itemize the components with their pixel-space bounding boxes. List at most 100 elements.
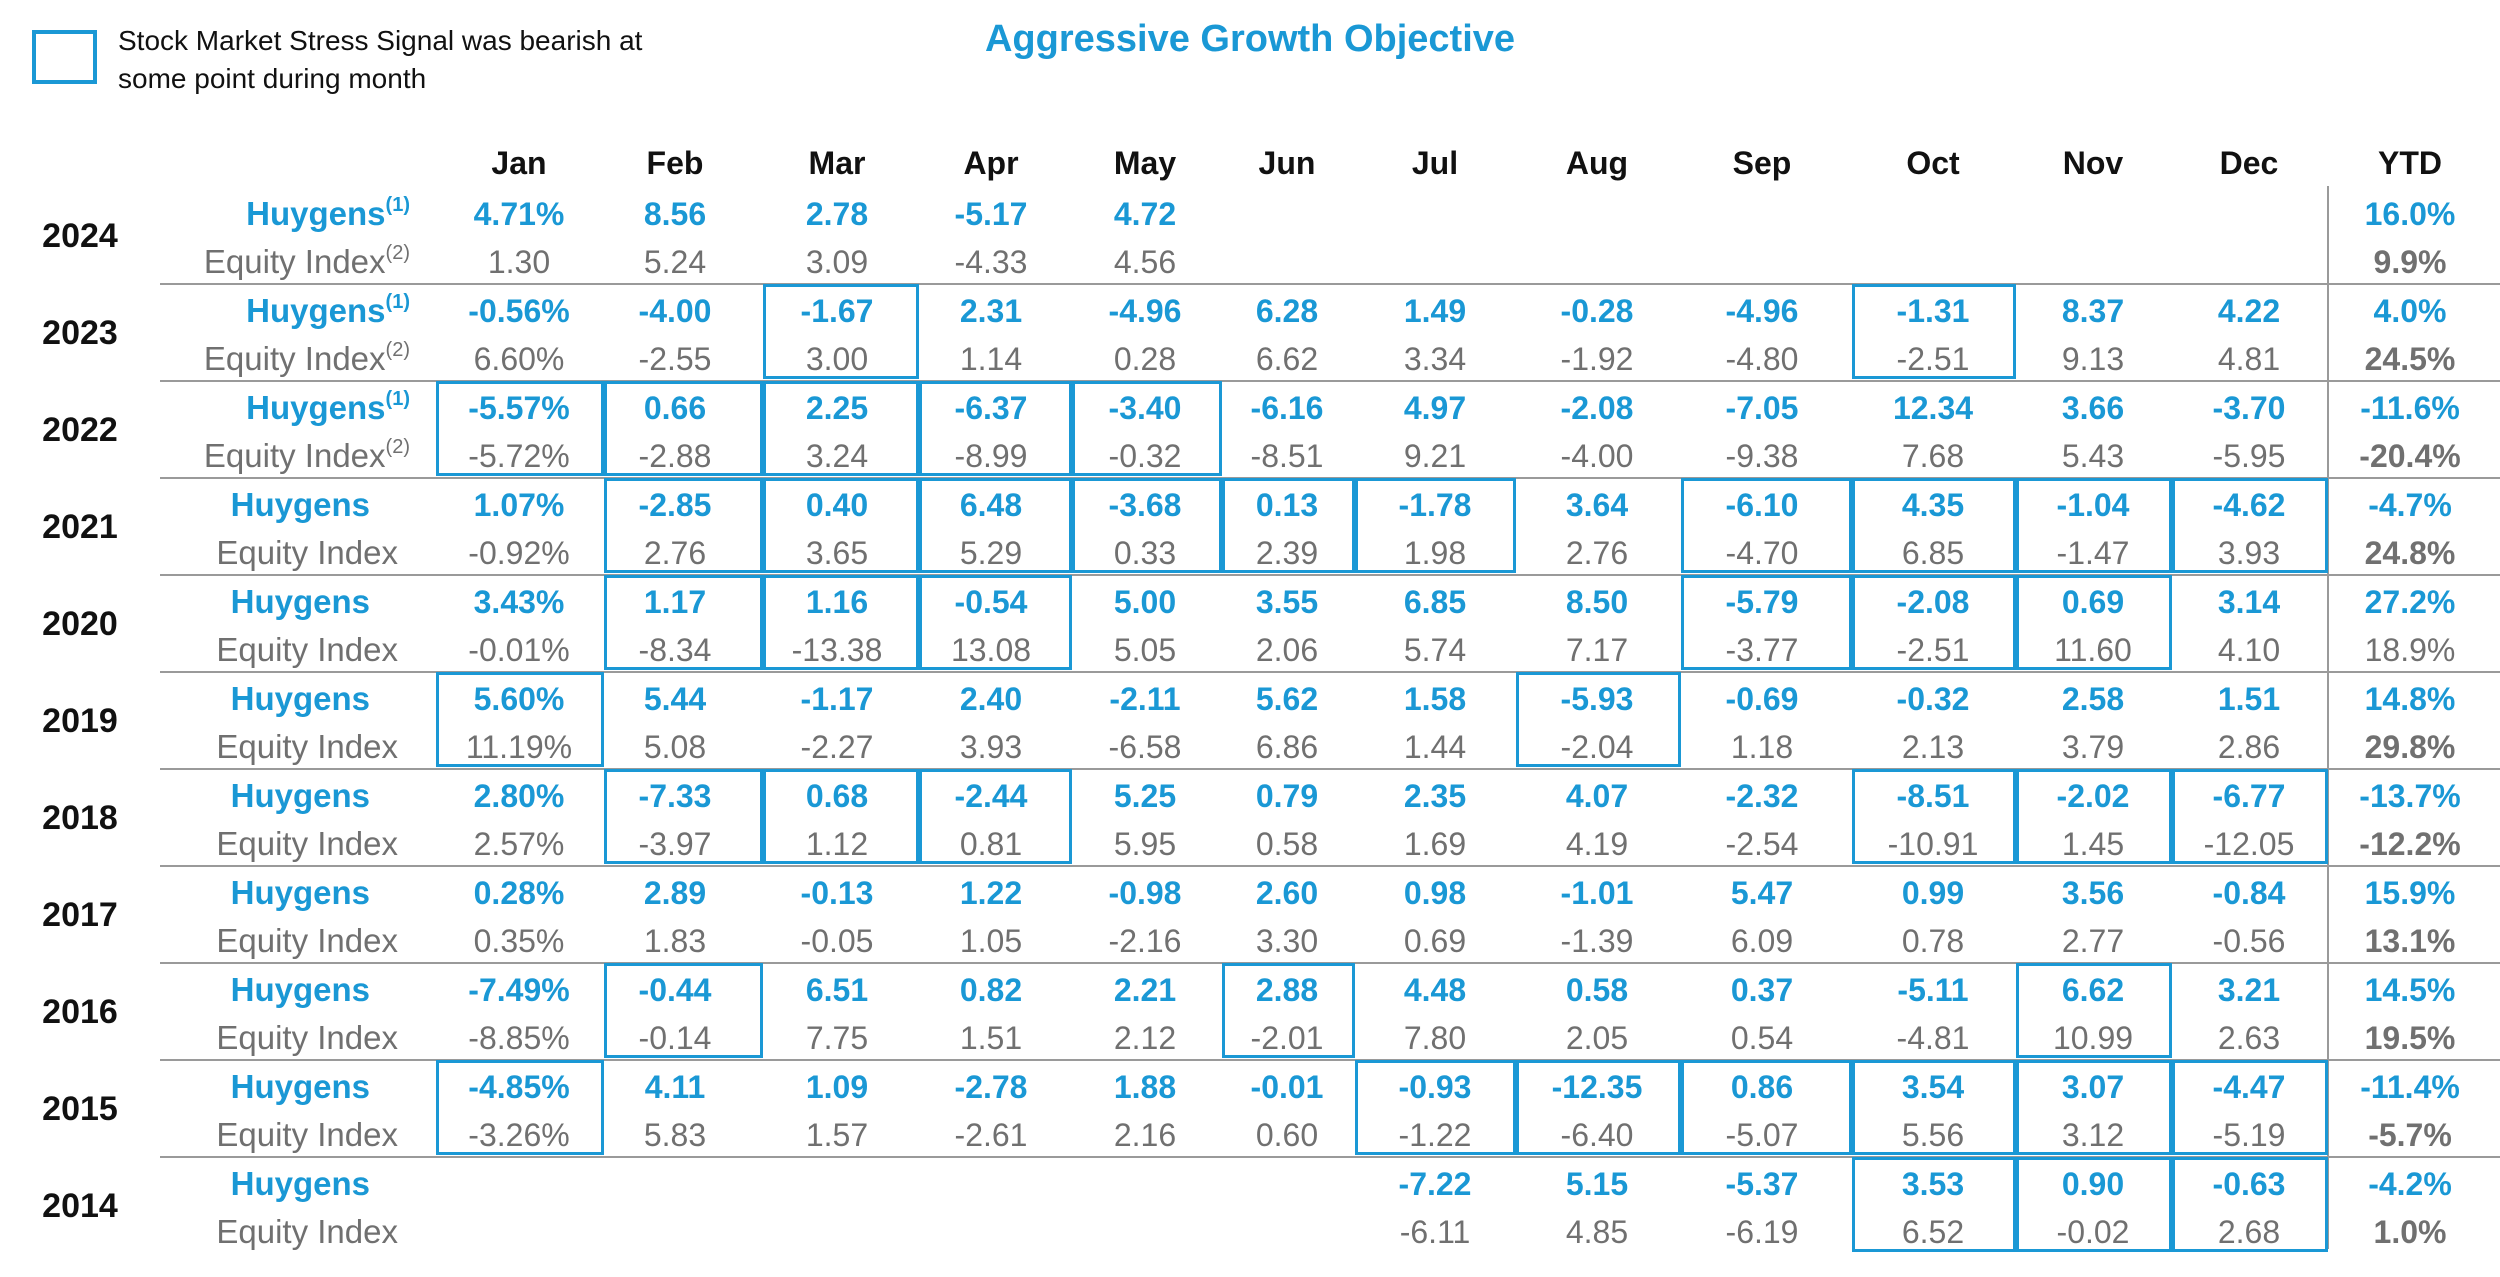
index-return-may: 0.33 [1113, 535, 1177, 571]
index-return-feb: 5.24 [643, 244, 707, 280]
column-header-aug: Aug [1565, 145, 1629, 181]
huygens-return-feb: -0.44 [638, 972, 712, 1008]
huygens-return-jun: 6.28 [1255, 293, 1319, 329]
stress-signal-box [919, 769, 1072, 864]
huygens-return-jan: 3.43% [473, 584, 565, 620]
huygens-return-jul: -7.22 [1398, 1166, 1472, 1202]
index-return-apr: 1.14 [959, 341, 1023, 377]
huygens-label: Huygens [90, 1160, 370, 1208]
index-return-dec: 2.86 [2217, 729, 2281, 765]
huygens-return-jun: 3.55 [1255, 584, 1319, 620]
index-return-jul: 1.69 [1403, 826, 1467, 862]
index-return-jan: 1.30 [487, 244, 551, 280]
index-return-dec: -0.56 [2212, 923, 2286, 959]
equity-index-label: Equity Index [130, 529, 398, 577]
stress-signal-box [2016, 575, 2172, 670]
column-header-oct: Oct [1906, 145, 1960, 181]
equity-index-label-text: Equity Index [203, 340, 386, 377]
huygens-return-apr: 6.48 [959, 487, 1023, 523]
column-header-dec: Dec [2219, 145, 2279, 181]
huygens-ytd: -4.7% [2368, 487, 2452, 523]
index-return-oct: 6.52 [1901, 1214, 1965, 1250]
huygens-return-sep [1684, 190, 1840, 238]
index-return-jul: 1.44 [1403, 729, 1467, 765]
huygens-return-feb: 1.17 [643, 584, 707, 620]
huygens-return-nov: 6.62 [2061, 972, 2125, 1008]
huygens-return-aug: -5.93 [1560, 681, 1634, 717]
huygens-return-jan: -5.57% [468, 390, 570, 426]
stress-signal-box [919, 575, 1072, 670]
huygens-return-sep: -7.05 [1725, 390, 1799, 426]
index-return-may: -2.16 [1108, 923, 1182, 959]
column-header-mar: Mar [808, 145, 866, 181]
huygens-return-dec: -0.63 [2212, 1166, 2286, 1202]
huygens-return-apr: 2.40 [959, 681, 1023, 717]
huygens-return-dec: -3.70 [2212, 390, 2286, 426]
index-return-apr: 5.29 [959, 535, 1023, 571]
index-return-jul: 9.21 [1403, 438, 1467, 474]
huygens-return-oct: -8.51 [1896, 778, 1970, 814]
footnote-2-marker: (2) [385, 436, 410, 458]
huygens-return-nov: 0.69 [2061, 584, 2125, 620]
huygens-return-jul: 4.97 [1403, 390, 1467, 426]
huygens-label-text: Huygens [230, 583, 370, 620]
stress-signal-box [1681, 478, 1852, 573]
index-return-may: 5.95 [1113, 826, 1177, 862]
index-ytd: 9.9% [2373, 244, 2447, 280]
index-return-feb: 5.83 [643, 1117, 707, 1153]
index-return-jan [441, 1208, 597, 1256]
index-return-jan: 11.19% [465, 729, 573, 765]
huygens-return-may: -2.11 [1109, 681, 1181, 717]
huygens-return-oct: -2.08 [1896, 584, 1970, 620]
index-return-sep: -9.38 [1725, 438, 1799, 474]
index-return-jun: 6.62 [1255, 341, 1319, 377]
huygens-return-sep: -5.79 [1725, 584, 1799, 620]
index-return-jan: -0.01% [468, 632, 570, 668]
stress-signal-box [1222, 478, 1355, 573]
equity-index-label-text: Equity Index [216, 1116, 398, 1153]
index-return-sep: 1.18 [1730, 729, 1794, 765]
huygens-return-mar: 6.51 [805, 972, 869, 1008]
index-return-dec: 2.63 [2217, 1020, 2281, 1056]
huygens-ytd: 16.0% [2364, 196, 2456, 232]
stress-signal-box [1355, 478, 1516, 573]
stress-signal-box [604, 478, 763, 573]
row-separator [160, 380, 2500, 382]
index-return-jul: 5.74 [1403, 632, 1467, 668]
legend-swatch [32, 30, 97, 84]
stress-signal-box [1222, 963, 1355, 1058]
index-return-aug: 4.19 [1565, 826, 1629, 862]
index-return-aug: -4.00 [1560, 438, 1634, 474]
index-return-aug: -1.39 [1560, 923, 1634, 959]
index-return-may: 2.12 [1113, 1020, 1177, 1056]
equity-index-label-text: Equity Index [203, 243, 386, 280]
stress-signal-box [436, 1060, 604, 1155]
column-header-ytd: YTD [2378, 145, 2442, 181]
huygens-ytd: 14.8% [2364, 681, 2456, 717]
huygens-return-sep: 5.47 [1730, 875, 1794, 911]
huygens-return-mar: 2.78 [805, 196, 869, 232]
index-return-jun: -8.51 [1250, 438, 1324, 474]
huygens-return-jan: 5.60% [473, 681, 565, 717]
footnote-2-marker: (2) [385, 242, 410, 264]
stress-signal-box [1852, 478, 2016, 573]
index-ytd: -12.2% [2359, 826, 2461, 862]
index-return-jul: -1.22 [1398, 1117, 1472, 1153]
huygens-ytd: 14.5% [2364, 972, 2456, 1008]
equity-index-label-text: Equity Index [216, 825, 398, 862]
huygens-return-dec: -4.47 [2212, 1069, 2286, 1105]
huygens-return-jan: -4.85% [468, 1069, 570, 1105]
legend-text: Stock Market Stress Signal was bearish a… [118, 25, 643, 94]
huygens-return-jul: -1.78 [1398, 487, 1472, 523]
huygens-return-jun: 2.88 [1255, 972, 1319, 1008]
huygens-ytd: -11.4% [2360, 1069, 2460, 1105]
index-return-aug: -6.40 [1560, 1117, 1634, 1153]
index-return-sep: 0.54 [1730, 1020, 1794, 1056]
huygens-return-nov: -2.02 [2056, 778, 2130, 814]
index-return-jul [1357, 238, 1513, 286]
huygens-return-nov: -1.04 [2056, 487, 2130, 523]
huygens-return-dec: 1.51 [2217, 681, 2281, 717]
column-header-nov: Nov [2062, 145, 2124, 181]
stress-signal-box [604, 575, 763, 670]
huygens-return-aug: -2.08 [1560, 390, 1634, 426]
